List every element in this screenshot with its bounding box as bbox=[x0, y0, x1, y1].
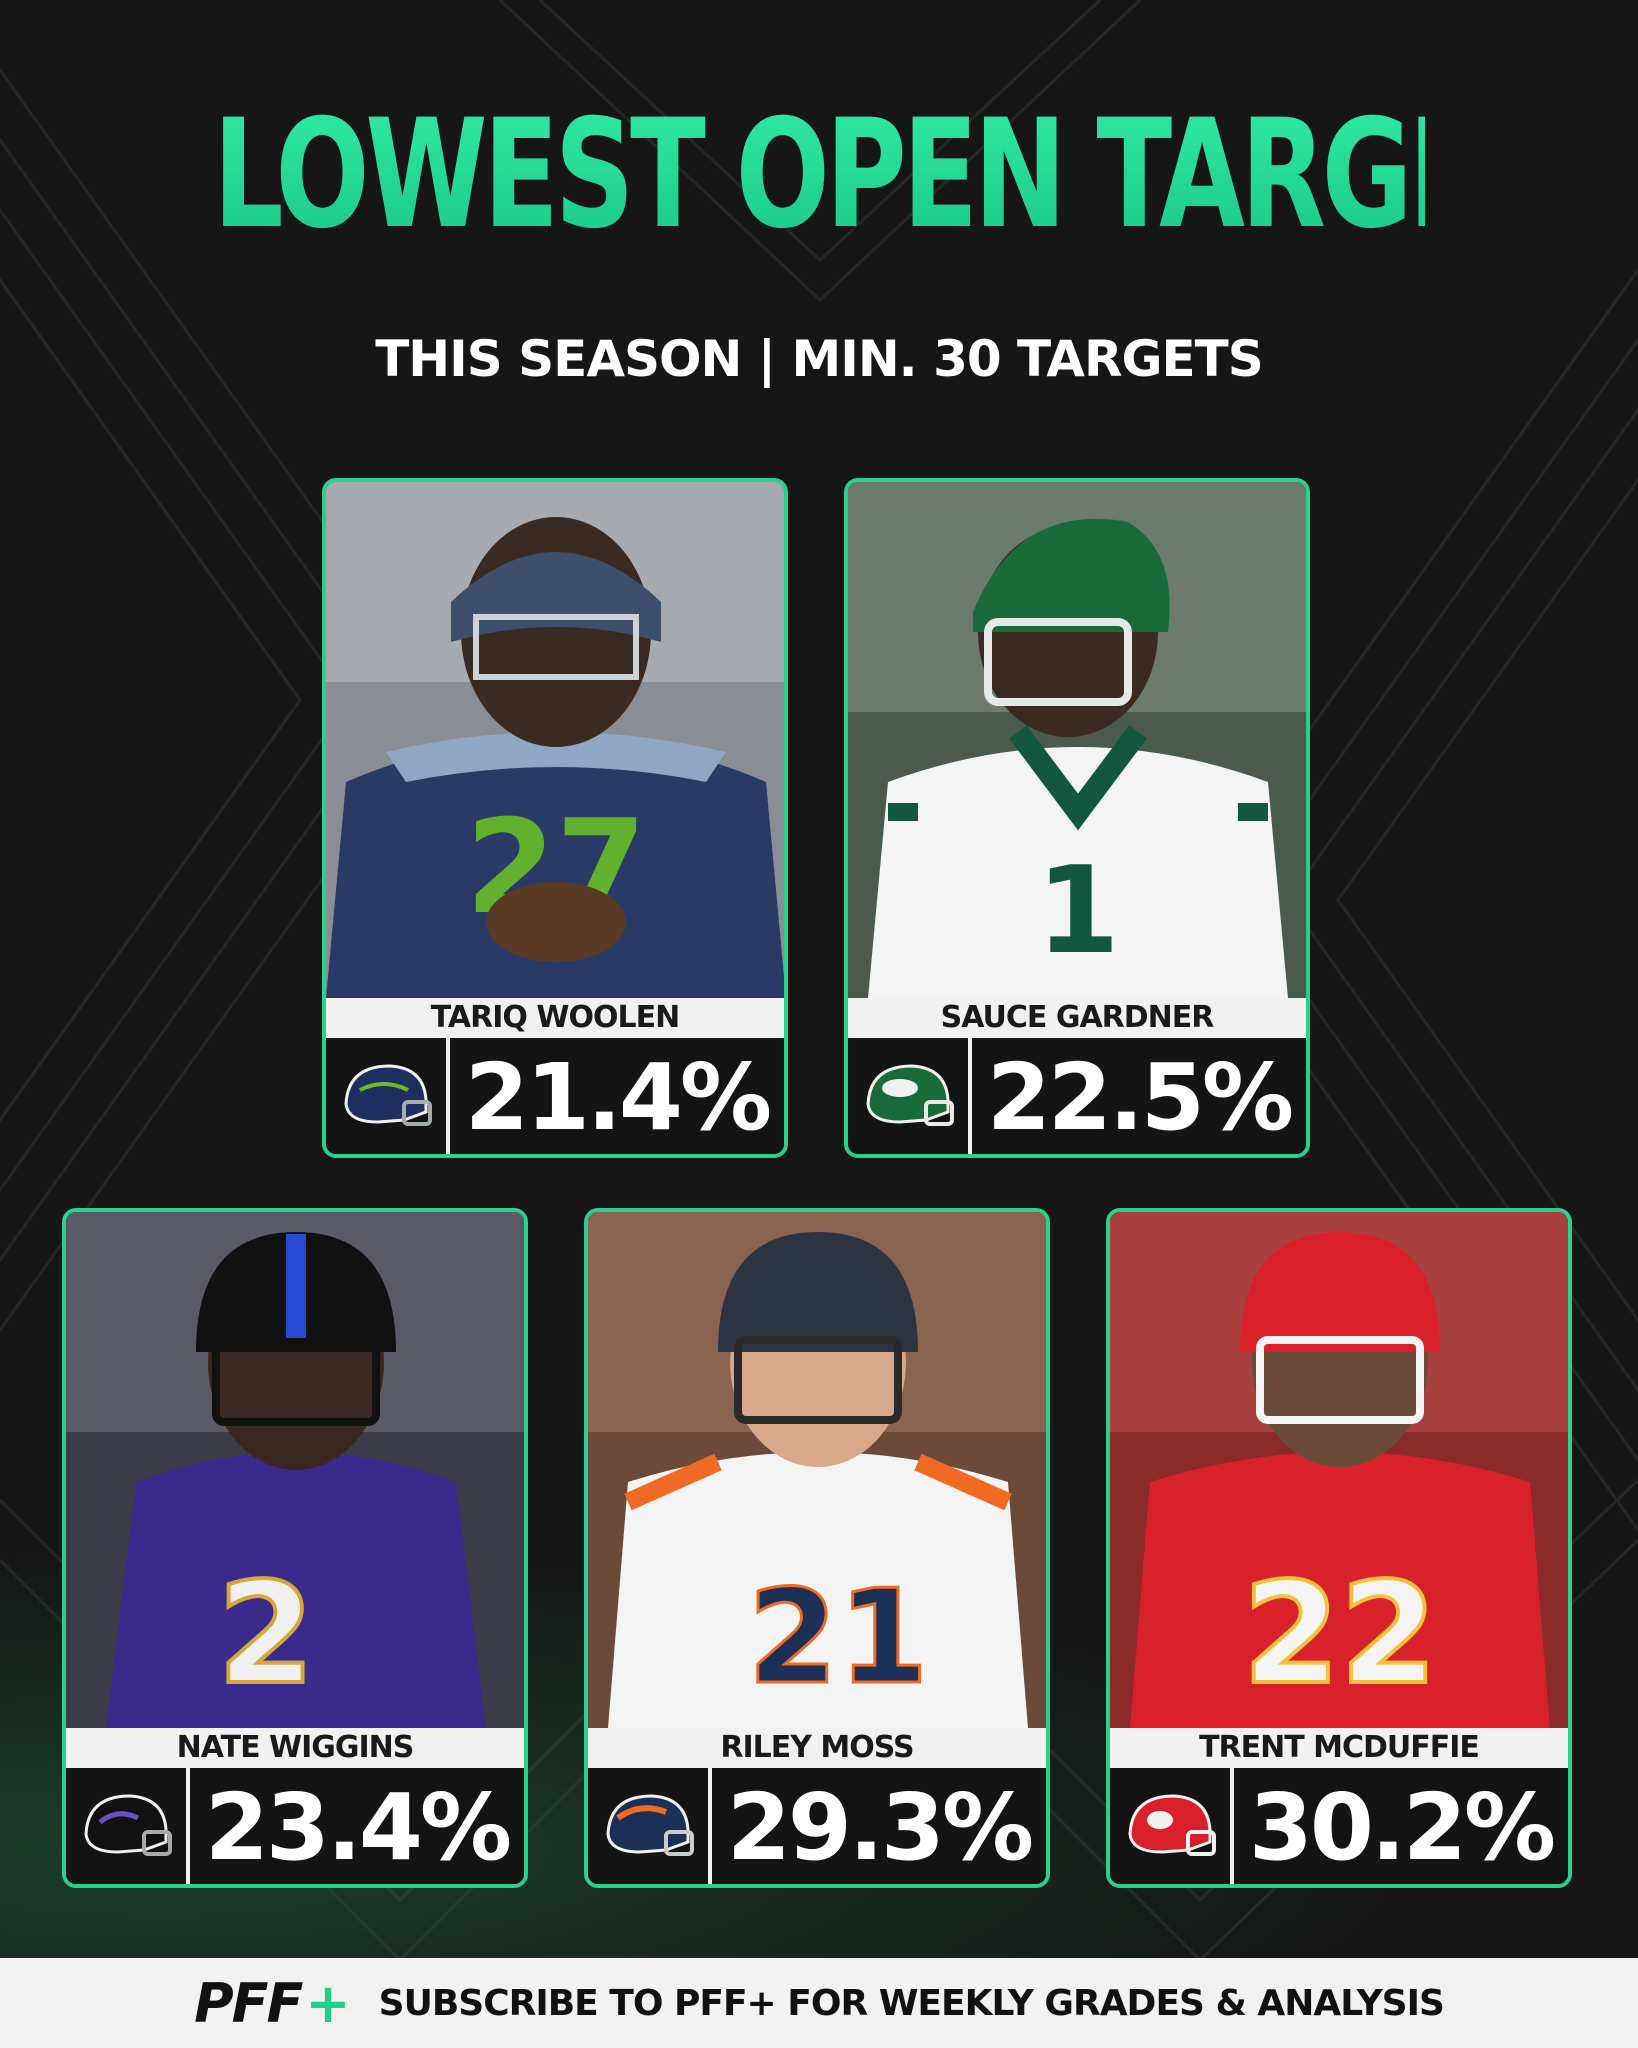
player-photo: 1 bbox=[848, 482, 1306, 998]
open-target-pct: 23.4% bbox=[204, 1774, 512, 1881]
seahawks-helmet-icon bbox=[326, 1038, 450, 1154]
chiefs-helmet-icon bbox=[1110, 1768, 1234, 1884]
pff-logo: PFF + bbox=[194, 1971, 351, 2035]
open-target-pct: 29.3% bbox=[726, 1774, 1034, 1881]
jersey-number: 1 bbox=[1036, 842, 1120, 981]
stat-row: 22.5% bbox=[848, 1038, 1306, 1154]
player-card-moss: 21 RILEY MOSS 29.3% bbox=[584, 1208, 1050, 1888]
open-target-pct: 22.5% bbox=[986, 1044, 1294, 1151]
player-card-woolen: 27 TARIQ WOOLEN 21.4% bbox=[322, 478, 788, 1158]
player-photo: 21 bbox=[588, 1212, 1046, 1728]
player-card-wiggins: 2 NATE WIGGINS 23.4% bbox=[62, 1208, 528, 1888]
stat-row: 21.4% bbox=[326, 1038, 784, 1154]
ravens-helmet-icon bbox=[66, 1768, 190, 1884]
player-name: RILEY MOSS bbox=[588, 1728, 1046, 1768]
subscribe-text: SUBSCRIBE TO PFF+ FOR WEEKLY GRADES & AN… bbox=[378, 1982, 1445, 2024]
player-name: TARIQ WOOLEN bbox=[326, 998, 784, 1038]
stat-row: 23.4% bbox=[66, 1768, 524, 1884]
stat-row: 29.3% bbox=[588, 1768, 1046, 1884]
player-name: NATE WIGGINS bbox=[66, 1728, 524, 1768]
broncos-helmet-icon bbox=[588, 1768, 712, 1884]
player-photo: 22 bbox=[1110, 1212, 1568, 1728]
player-name: TRENT MCDUFFIE bbox=[1110, 1728, 1568, 1768]
page-subtitle: THIS SEASON | MIN. 30 TARGETS bbox=[375, 330, 1264, 388]
jersey-number: 22 bbox=[1243, 1553, 1438, 1716]
jets-helmet-icon bbox=[848, 1038, 972, 1154]
page-title: LOWEST OPEN TARGET % bbox=[212, 88, 1638, 262]
player-photo: 2 bbox=[66, 1212, 524, 1728]
stat-row: 30.2% bbox=[1110, 1768, 1568, 1884]
open-target-pct: 21.4% bbox=[464, 1044, 772, 1151]
jersey-number: 21 bbox=[748, 1561, 929, 1713]
player-name: SAUCE GARDNER bbox=[848, 998, 1306, 1038]
pff-logo-text: PFF bbox=[194, 1971, 303, 2035]
player-card-mcduffie: 22 TRENT MCDUFFIE 30.2% bbox=[1106, 1208, 1572, 1888]
open-target-pct: 30.2% bbox=[1248, 1774, 1556, 1881]
player-photo: 27 bbox=[326, 482, 784, 998]
jersey-number: 2 bbox=[217, 1553, 314, 1716]
player-card-gardner: 1 SAUCE GARDNER 22.5% bbox=[844, 478, 1310, 1158]
footer-banner[interactable]: PFF + SUBSCRIBE TO PFF+ FOR WEEKLY GRADES… bbox=[0, 1958, 1638, 2048]
pff-logo-plus: + bbox=[305, 1971, 350, 2035]
